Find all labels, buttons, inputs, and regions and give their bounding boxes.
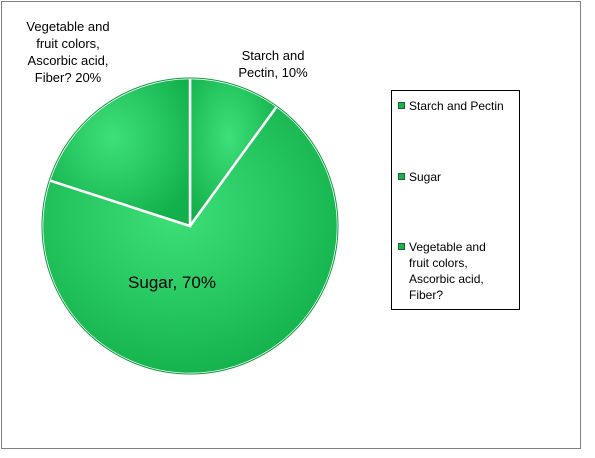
legend-item-starch-and-pectin: Starch and Pectin: [398, 98, 518, 114]
legend-swatch-icon: [398, 173, 405, 180]
pie-chart: [40, 76, 340, 376]
legend-item-sugar: Sugar: [398, 169, 518, 185]
legend-item-vegetable-and-fruit-colors: Vegetable and fruit colors, Ascorbic aci…: [398, 239, 518, 303]
pie-rim: [41, 77, 339, 375]
chart-legend: Starch and Pectin Sugar Vegetable and fr…: [391, 90, 520, 310]
legend-label: Vegetable and fruit colors, Ascorbic aci…: [409, 240, 486, 302]
legend-label: Starch and Pectin: [409, 99, 504, 113]
slice-label-starch-and-pectin: Starch and Pectin, 10%: [238, 48, 308, 80]
legend-swatch-icon: [398, 243, 405, 250]
legend-label: Sugar: [409, 170, 442, 184]
chart-area: Starch and Pectin, 10% Sugar, 70% Vegeta…: [1, 1, 581, 449]
legend-swatch-icon: [398, 102, 405, 109]
slice-label-vegetable-and-fruit-colors: Vegetable and fruit colors, Ascorbic aci…: [26, 19, 110, 85]
slice-label-sugar: Sugar, 70%: [128, 273, 216, 292]
